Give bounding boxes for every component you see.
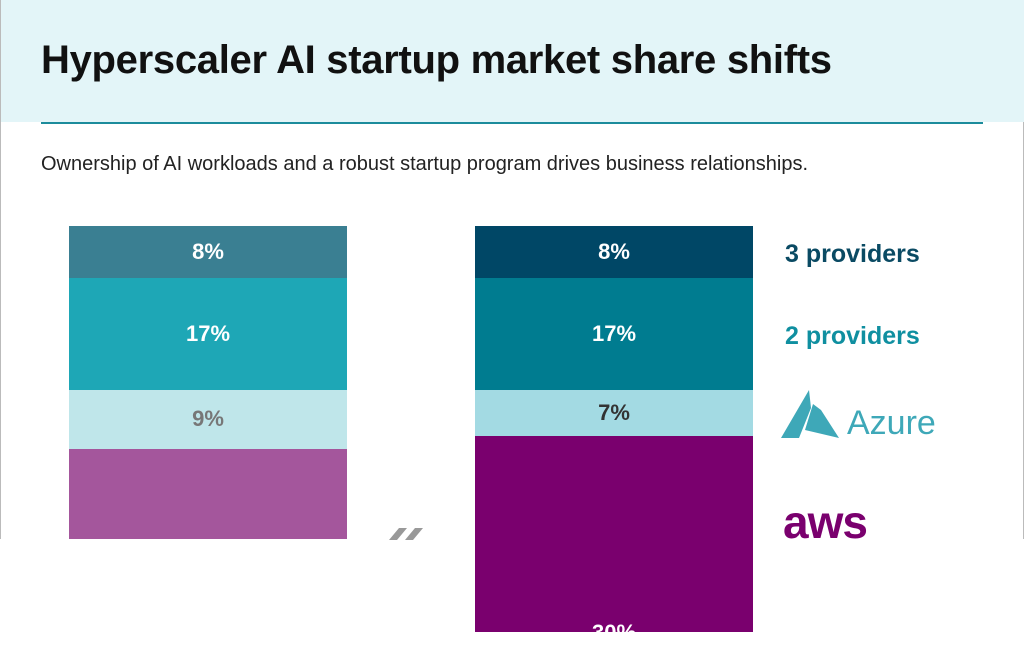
chart-title: Hyperscaler AI startup market share shif… (41, 38, 832, 82)
bar-segment-before-1: 17% (69, 278, 347, 390)
bar-label: 9% (192, 406, 224, 432)
bar-label: 17% (185, 321, 231, 347)
bar-label: 7% (598, 399, 630, 425)
bar-segment-before-0: 8% (69, 226, 347, 279)
bar-segment-after-0: 8% (475, 226, 753, 279)
azure-logo: Azure (781, 390, 936, 440)
bar-label: 30% (591, 620, 637, 646)
bar-segment-after-2: 7% (475, 389, 753, 436)
legend-3-providers: 3 providers (785, 240, 920, 268)
bar-segment-before-3 (69, 448, 347, 539)
chevron-right-icon (389, 528, 423, 540)
header-band (1, 0, 1024, 122)
legend-2-providers: 2 providers (785, 322, 920, 350)
bar-segment-after-1: 17% (475, 278, 753, 390)
bar-label: 8% (192, 239, 224, 265)
azure-icon (781, 390, 839, 438)
chart-subtitle: Ownership of AI workloads and a robust s… (41, 153, 809, 175)
bar-label: 17% (591, 321, 637, 347)
bar-label: 8% (598, 239, 630, 265)
bar-segment-after-3: 30% (475, 435, 753, 645)
bar-segment-before-2: 9% (69, 389, 347, 449)
azure-label: Azure (847, 404, 936, 442)
aws-logo: aws (783, 496, 868, 548)
title-divider (41, 122, 983, 124)
